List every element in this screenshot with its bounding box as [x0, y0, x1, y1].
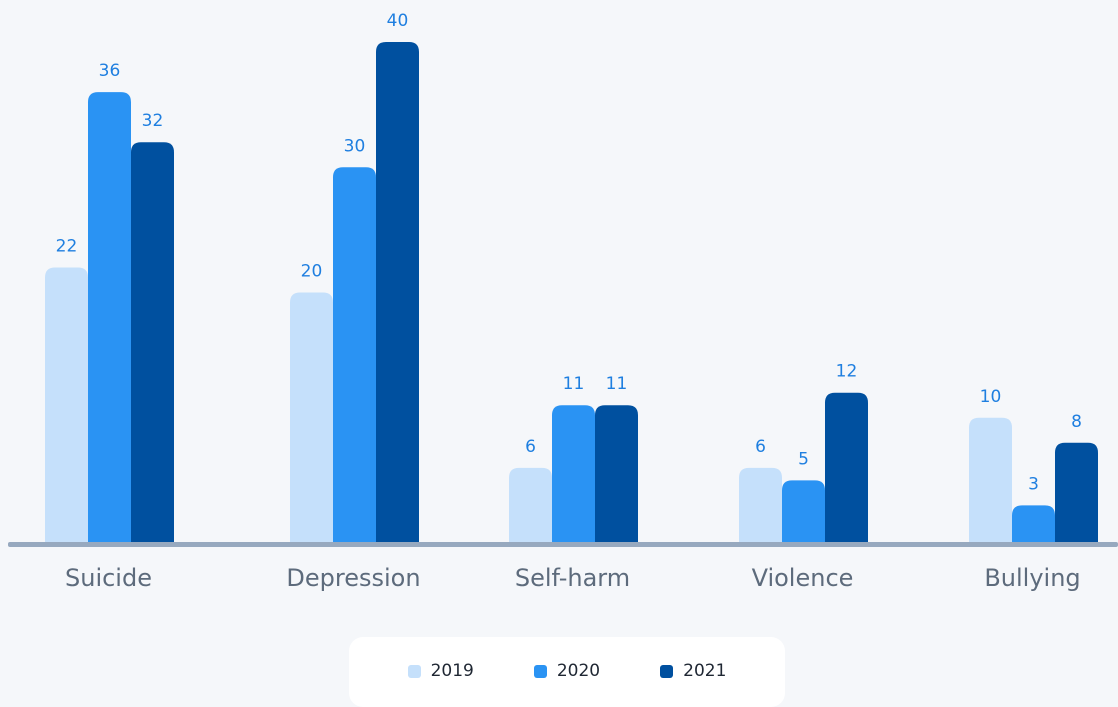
category-label-violence: Violence [752, 564, 854, 592]
data-label-depression-2020: 30 [344, 136, 366, 156]
data-label-bullying-2020: 3 [1028, 474, 1039, 494]
bar-self-harm-2021 [595, 405, 638, 543]
legend-swatch-2020 [533, 664, 547, 678]
bar-depression-2020 [333, 167, 376, 543]
category-label-suicide: Suicide [65, 564, 152, 592]
bar-bullying-2019 [969, 417, 1012, 543]
bar-depression-2019 [290, 292, 333, 543]
bar-group-self-harm: 6 11 11 [509, 374, 638, 543]
x-axis-baseline [8, 542, 1118, 547]
data-label-bullying-2019: 10 [980, 387, 1002, 407]
bar-self-harm-2019 [509, 467, 552, 543]
legend-swatch-2021 [660, 664, 674, 678]
legend-swatch-2019 [407, 664, 421, 678]
bar-bullying-2020 [1012, 505, 1055, 543]
data-label-suicide-2019: 22 [56, 236, 78, 256]
data-label-self-harm-2021: 11 [606, 374, 628, 394]
bar-violence-2019 [739, 467, 782, 543]
legend-label-2021: 2021 [683, 661, 727, 681]
bar-violence-2020 [782, 480, 825, 543]
legend-label-2019: 2019 [430, 661, 474, 681]
data-label-depression-2021: 40 [387, 11, 409, 31]
data-label-suicide-2020: 36 [99, 61, 121, 81]
bar-group-depression: 20 30 40 [290, 11, 419, 543]
bar-group-suicide: 22 36 32 [45, 61, 174, 543]
bar-violence-2021 [825, 392, 868, 543]
data-label-violence-2019: 6 [755, 437, 766, 457]
legend-item-2021: 2021 [660, 661, 726, 681]
data-label-self-harm-2020: 11 [563, 374, 585, 394]
data-label-depression-2019: 20 [301, 262, 323, 282]
data-label-bullying-2021: 8 [1071, 412, 1082, 432]
legend: 2019 2020 2021 [349, 637, 785, 707]
bar-group-bullying: 10 3 8 [969, 387, 1098, 543]
data-label-violence-2020: 5 [798, 449, 809, 469]
bar-depression-2021 [376, 42, 419, 543]
category-label-bullying: Bullying [984, 564, 1080, 592]
bar-suicide-2020 [88, 92, 131, 543]
category-label-self-harm: Self-harm [515, 564, 630, 592]
bar-suicide-2019 [45, 267, 88, 543]
data-label-self-harm-2019: 6 [525, 437, 536, 457]
legend-item-2020: 2020 [533, 661, 601, 681]
bar-self-harm-2020 [552, 405, 595, 543]
legend-label-2020: 2020 [556, 661, 601, 681]
data-label-violence-2021: 12 [836, 362, 858, 382]
legend-item-2019: 2019 [407, 661, 474, 681]
category-label-depression: Depression [286, 564, 420, 592]
bar-bullying-2021 [1055, 442, 1098, 543]
bar-suicide-2021 [131, 142, 174, 543]
bar-group-violence: 6 5 12 [739, 362, 868, 543]
data-label-suicide-2021: 32 [142, 111, 164, 131]
